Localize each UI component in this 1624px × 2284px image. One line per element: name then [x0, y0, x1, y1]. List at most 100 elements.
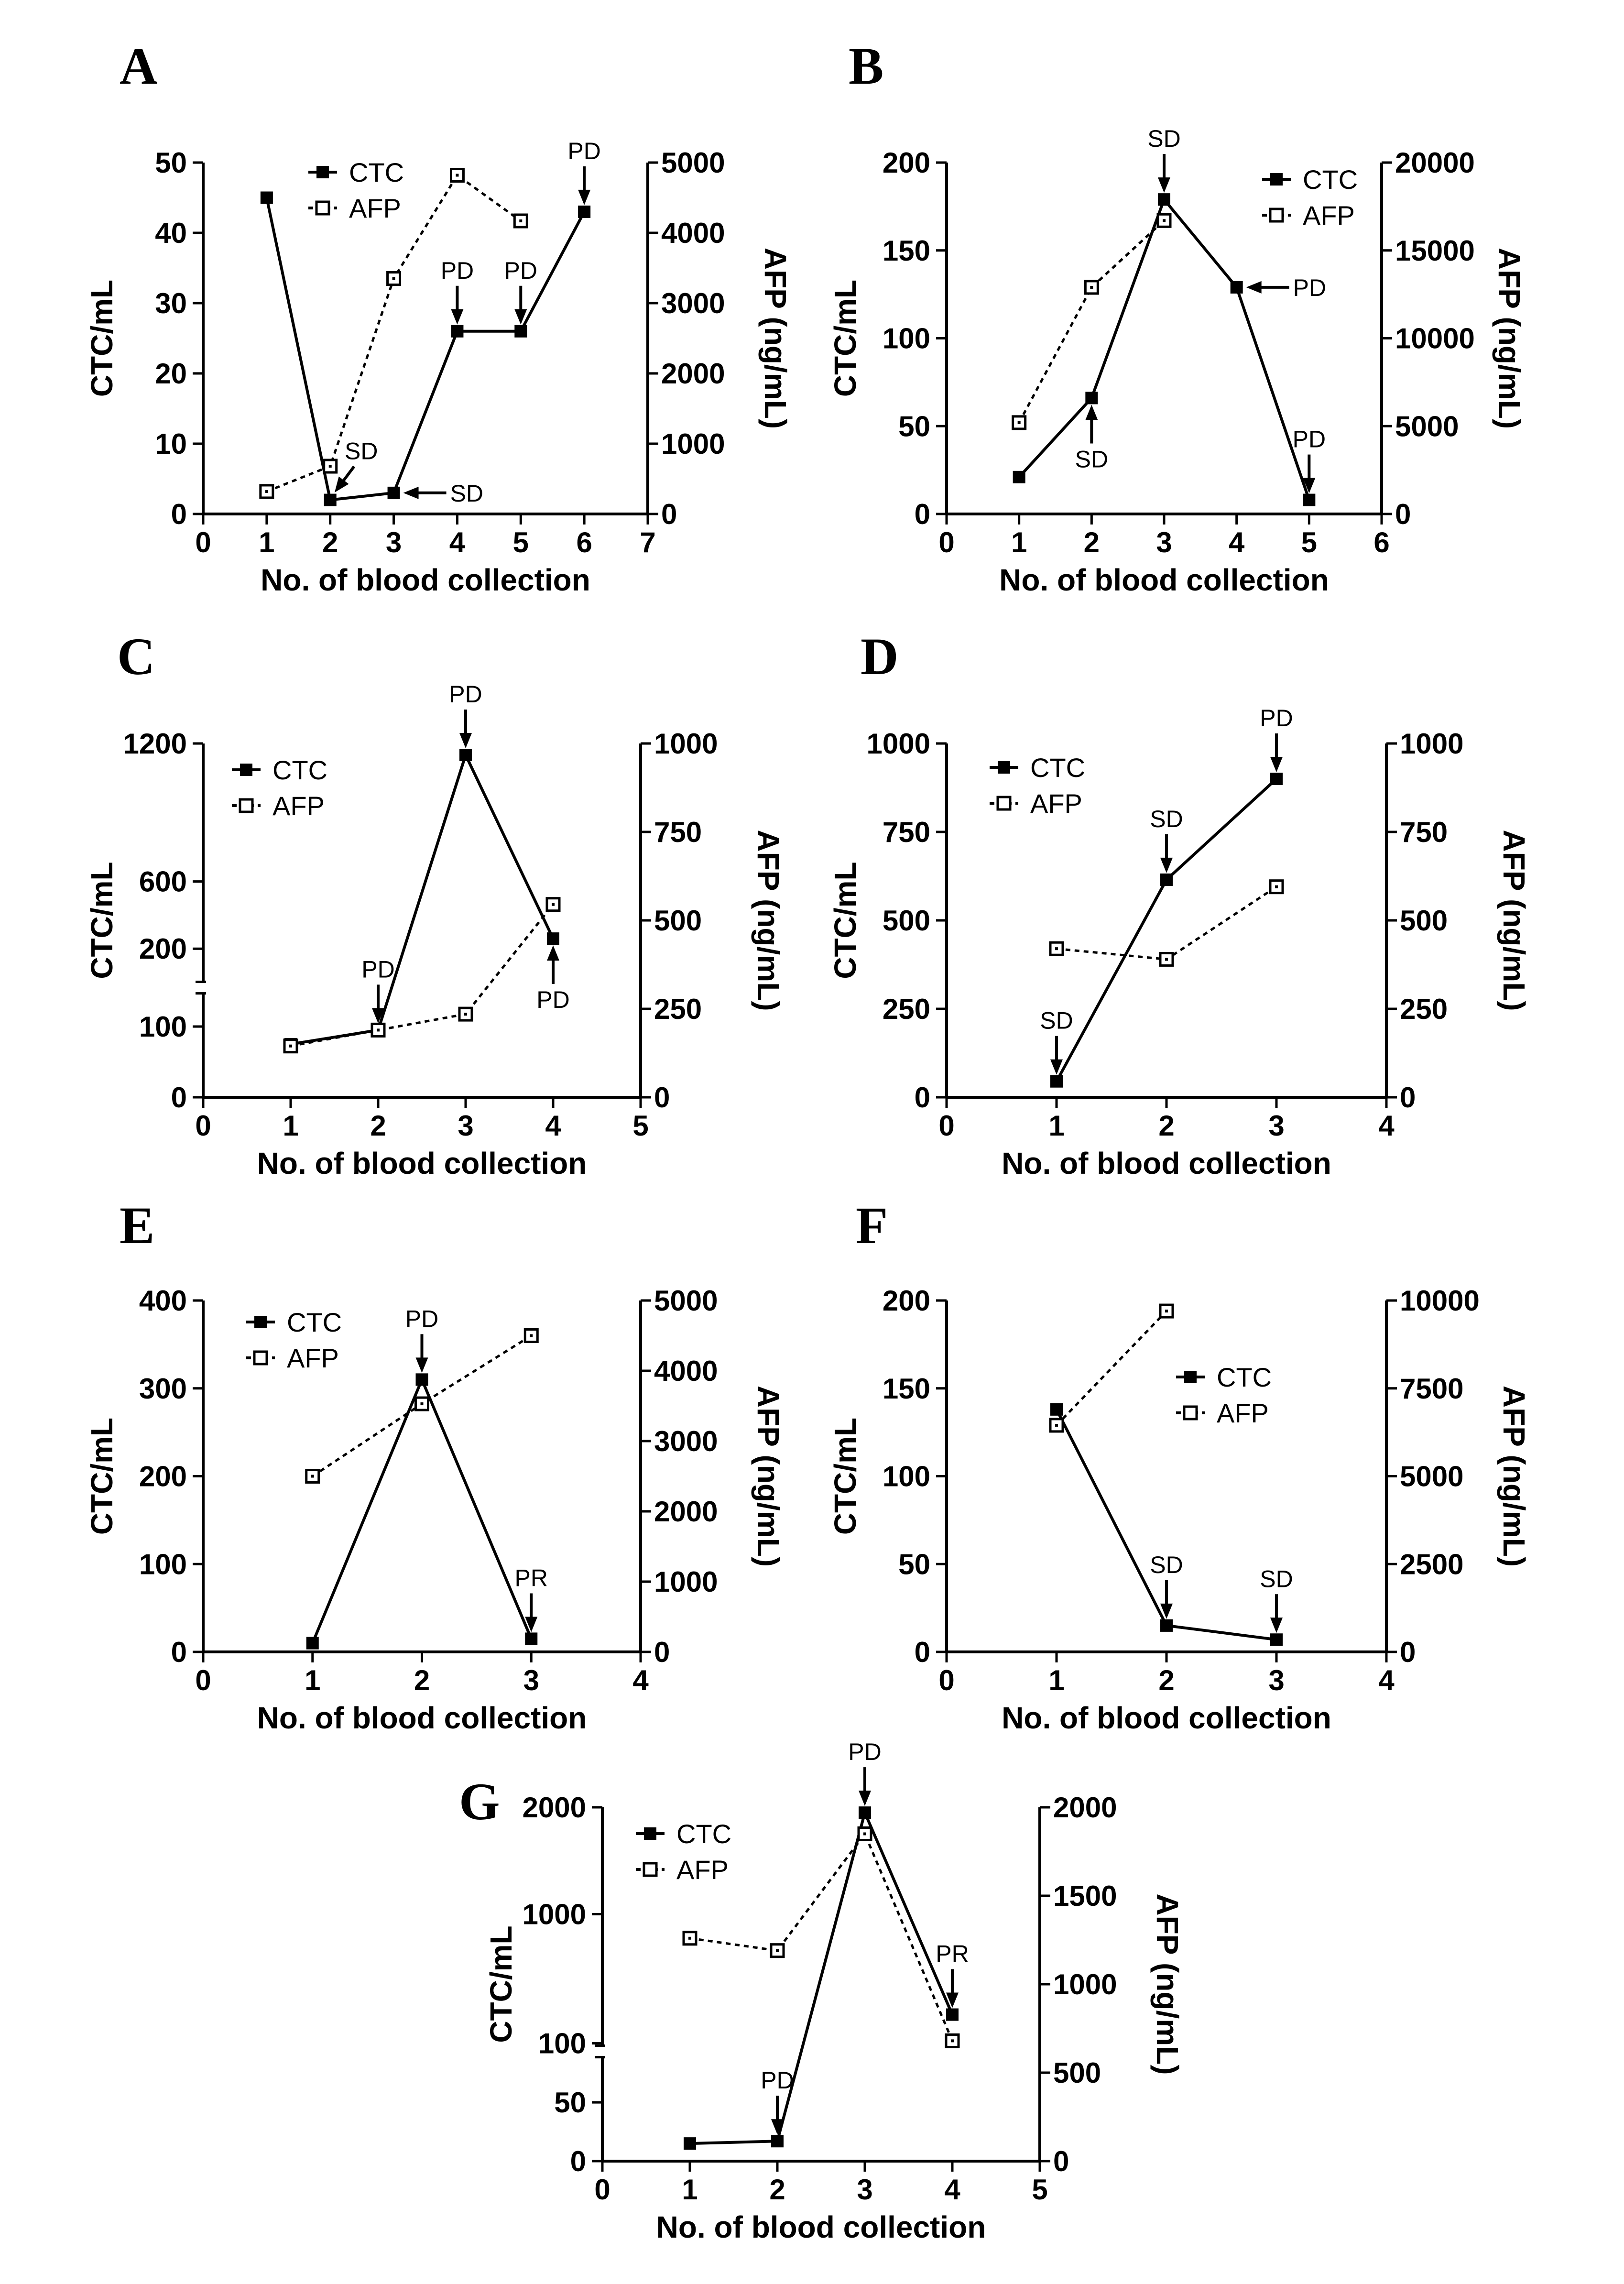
- data-point-center: [552, 903, 555, 906]
- right-axis-title: AFP (ng/mL): [751, 1386, 785, 1567]
- right-tick-label: 2500: [1400, 1548, 1463, 1580]
- right-tick-label: 7500: [1400, 1373, 1463, 1405]
- x-tick-label: 4: [1378, 1110, 1395, 1142]
- right-axis-title: AFP (ng/mL): [758, 248, 793, 429]
- annotation-arrowhead: [459, 733, 472, 749]
- annotation-arrowhead: [1158, 177, 1170, 193]
- x-axis-title: No. of blood collection: [1002, 1701, 1331, 1735]
- legend-marker-ctc: [254, 1316, 267, 1328]
- panel-letter: C: [117, 627, 155, 686]
- right-tick-label: 1500: [1053, 1880, 1117, 1912]
- left-tick-label: 30: [155, 287, 187, 319]
- x-tick-label: 3: [458, 1110, 473, 1142]
- data-point-center: [1165, 1310, 1168, 1313]
- annotation-label-sd: SD: [1150, 806, 1183, 832]
- left-axis-title: CTC/mL: [828, 280, 862, 397]
- annotation-arrowhead: [547, 945, 559, 961]
- left-tick-label: 50: [898, 1548, 930, 1580]
- left-tick-label: 250: [883, 993, 930, 1025]
- legend-marker-afp: [1183, 1405, 1198, 1421]
- annotation-label-sd: SD: [1260, 1565, 1293, 1592]
- annotation-arrowhead: [415, 1357, 428, 1373]
- data-point-ctc: [415, 1373, 428, 1386]
- annotation-arrowhead: [525, 1617, 538, 1632]
- left-axis-title: CTC/mL: [85, 1418, 119, 1535]
- x-tick-label: 2: [322, 526, 338, 558]
- legend-label-afp: AFP: [676, 1855, 729, 1885]
- series-line-afp: [1018, 219, 1165, 424]
- left-tick-label: 40: [155, 217, 187, 249]
- annotation-arrowhead: [1246, 281, 1262, 294]
- left-tick-label: 0: [915, 1082, 930, 1114]
- data-point-center: [951, 2039, 954, 2043]
- annotation-label-pd: PD: [361, 956, 394, 983]
- annotation-label-pd: PD: [761, 2067, 794, 2094]
- x-tick-label: 5: [513, 526, 529, 558]
- right-tick-label: 1000: [1400, 728, 1463, 760]
- left-axis-title: CTC/mL: [828, 1418, 862, 1535]
- right-tick-label: 4000: [661, 217, 725, 249]
- data-point-afp: [371, 1022, 386, 1038]
- data-point-center: [1055, 1423, 1058, 1427]
- data-point-ctc: [1230, 281, 1243, 294]
- left-tick-label: 0: [171, 1636, 187, 1668]
- legend-label-ctc: CTC: [1303, 164, 1358, 195]
- x-tick-label: 4: [545, 1110, 561, 1142]
- annotation-arrowhead: [578, 189, 591, 205]
- series-line-afp: [290, 904, 554, 1048]
- data-point-center: [392, 277, 395, 280]
- annotation-label-pd: PD: [536, 986, 569, 1013]
- data-point-center: [519, 219, 523, 223]
- annotation-arrowhead: [1085, 404, 1098, 420]
- x-tick-label: 1: [682, 2174, 698, 2206]
- left-tick-label: 600: [139, 866, 187, 898]
- left-tick-label: 50: [898, 410, 930, 442]
- legend-label-afp: AFP: [287, 1343, 339, 1373]
- series-line-ctc: [290, 751, 555, 1046]
- legend-marker-afp: [1269, 208, 1284, 223]
- right-tick-label: 0: [1395, 498, 1411, 530]
- left-tick-label: 750: [883, 816, 930, 848]
- annotation-arrowhead: [334, 476, 349, 492]
- x-tick-label: 3: [523, 1664, 539, 1696]
- left-tick-label: 0: [915, 498, 930, 530]
- data-point-ctc: [306, 1637, 319, 1650]
- right-tick-label: 2000: [654, 1496, 718, 1528]
- annotation-label-sd: SD: [345, 438, 378, 465]
- right-tick-label: 5000: [1400, 1461, 1463, 1493]
- right-tick-label: 1000: [1053, 1968, 1117, 2000]
- data-point-center: [328, 465, 332, 468]
- legend-label-afp: AFP: [1030, 788, 1082, 819]
- x-tick-label: 6: [1373, 526, 1389, 558]
- x-axis-title: No. of blood collection: [656, 2210, 986, 2244]
- data-point-center: [464, 1013, 467, 1016]
- right-tick-label: 1000: [661, 428, 725, 460]
- x-tick-label: 6: [576, 526, 592, 558]
- data-point-ctc: [1013, 470, 1025, 483]
- panel-letter: A: [120, 37, 157, 95]
- x-tick-label: 1: [259, 526, 274, 558]
- left-tick-label: 20: [155, 358, 187, 390]
- x-tick-label: 0: [195, 1664, 211, 1696]
- data-point-center: [1090, 285, 1093, 289]
- left-axis-title: CTC/mL: [828, 862, 862, 979]
- left-tick-label: 10: [155, 428, 187, 460]
- x-tick-label: 1: [283, 1110, 298, 1142]
- x-tick-label: 2: [370, 1110, 386, 1142]
- data-point-afp: [283, 1038, 298, 1054]
- series-line-afp: [1056, 885, 1277, 961]
- panel-letter: E: [120, 1196, 154, 1255]
- data-point-ctc: [260, 191, 273, 204]
- right-tick-label: 750: [1400, 816, 1448, 848]
- x-tick-label: 0: [594, 2174, 610, 2206]
- panel-letter: F: [856, 1196, 888, 1255]
- legend-label-ctc: CTC: [349, 157, 404, 187]
- left-tick-label: 100: [883, 1461, 930, 1493]
- x-axis-title: No. of blood collection: [261, 563, 590, 597]
- x-tick-label: 4: [632, 1664, 649, 1696]
- left-tick-label: 400: [139, 1285, 187, 1317]
- legend-marker-ctc: [998, 761, 1010, 774]
- right-axis-title: AFP (ng/mL): [751, 830, 785, 1011]
- data-point-ctc: [324, 493, 337, 506]
- legend-label-afp: AFP: [1217, 1398, 1269, 1428]
